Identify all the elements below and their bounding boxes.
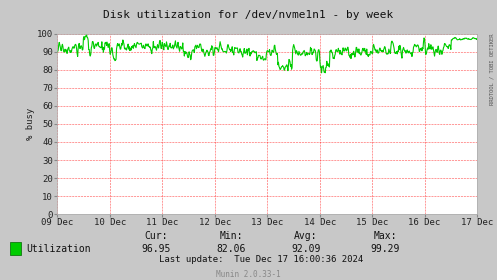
Text: Munin 2.0.33-1: Munin 2.0.33-1 bbox=[216, 270, 281, 279]
Text: Last update:  Tue Dec 17 16:00:36 2024: Last update: Tue Dec 17 16:00:36 2024 bbox=[159, 255, 363, 264]
Text: Avg:: Avg: bbox=[294, 231, 318, 241]
Y-axis label: % busy: % busy bbox=[26, 108, 35, 140]
Text: Utilization: Utilization bbox=[26, 244, 90, 253]
Text: 96.95: 96.95 bbox=[142, 244, 171, 254]
Text: 99.29: 99.29 bbox=[370, 244, 400, 254]
Text: 92.09: 92.09 bbox=[291, 244, 321, 254]
Text: RRDTOOL / TOBI OETIKER: RRDTOOL / TOBI OETIKER bbox=[490, 34, 495, 105]
Text: Min:: Min: bbox=[219, 231, 243, 241]
Text: Disk utilization for /dev/nvme1n1 - by week: Disk utilization for /dev/nvme1n1 - by w… bbox=[103, 10, 394, 20]
Text: Max:: Max: bbox=[373, 231, 397, 241]
Text: Cur:: Cur: bbox=[145, 231, 168, 241]
Text: 82.06: 82.06 bbox=[216, 244, 246, 254]
